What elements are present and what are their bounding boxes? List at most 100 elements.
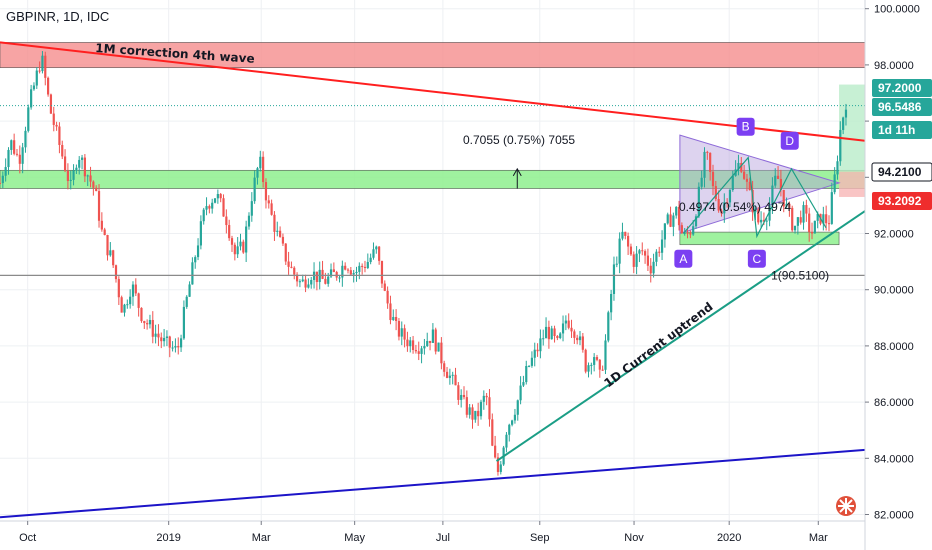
candle-body <box>216 194 219 199</box>
candle-body <box>369 257 372 263</box>
wave-point-label: B <box>742 120 750 134</box>
candle-body <box>140 307 143 322</box>
candle-body <box>420 348 423 354</box>
x-tick-label: Mar <box>809 532 828 544</box>
candle-body <box>508 424 511 435</box>
candle-body <box>267 200 270 204</box>
candle-body <box>785 203 788 207</box>
candle-body <box>366 262 369 269</box>
y-tick-label: 88.0000 <box>874 341 914 353</box>
candle-body <box>24 130 27 148</box>
candle-body <box>341 265 344 278</box>
candle-body <box>389 303 392 321</box>
candle-body <box>63 156 67 171</box>
candle-body <box>30 89 33 108</box>
candle-body <box>298 281 302 283</box>
candle-body <box>675 206 678 216</box>
candle-body <box>177 346 180 348</box>
candle-body <box>810 232 814 234</box>
wave-point-label: A <box>679 252 687 266</box>
candle-body <box>802 205 805 223</box>
candle-body <box>805 205 808 214</box>
candle-body <box>525 365 528 383</box>
candle-body <box>434 329 437 352</box>
candle-body <box>428 340 432 343</box>
price-tag <box>872 121 932 139</box>
y-tick-label: 86.0000 <box>874 397 914 409</box>
candle-body <box>27 107 30 131</box>
candle-body <box>808 213 811 233</box>
candle-body <box>598 359 601 370</box>
candle-body <box>454 374 457 386</box>
candle-body <box>593 357 596 365</box>
candle-body <box>327 276 330 284</box>
candle-body <box>78 159 81 168</box>
support-line-label: 1(90.5100) <box>771 268 829 282</box>
candle-body <box>740 162 743 172</box>
candle-body <box>457 385 460 400</box>
candle-body <box>822 214 825 224</box>
candle-body <box>836 161 839 175</box>
x-tick-label: 2020 <box>717 532 741 544</box>
candle-body <box>516 400 519 415</box>
red-zone <box>0 42 866 69</box>
candle-body <box>482 395 485 402</box>
price-tag-label: 97.2000 <box>878 81 922 95</box>
price-tag-label: 1d 11h <box>878 123 915 137</box>
flag-icon[interactable] <box>836 496 856 516</box>
zones <box>0 42 866 246</box>
candle-body <box>242 241 245 253</box>
candle-body <box>233 244 236 255</box>
candle-body <box>137 293 140 308</box>
candle-body <box>395 316 398 321</box>
candle-body <box>462 394 466 398</box>
candle-body <box>315 271 318 283</box>
candle-body <box>825 214 828 224</box>
candle-body <box>762 219 766 222</box>
candle-body <box>706 151 709 153</box>
y-tick-label: 82.0000 <box>874 510 914 522</box>
candle-body <box>72 170 75 180</box>
candle-body <box>358 265 361 272</box>
x-axis[interactable]: Oct 2019 Mar May Jul Sep Nov 2020 Mar <box>0 520 865 544</box>
candle-body <box>468 407 471 415</box>
candle-body <box>604 340 607 370</box>
candle-body <box>256 168 259 178</box>
candle-body <box>465 397 468 415</box>
candle-body <box>488 397 491 420</box>
candle-body <box>349 270 352 275</box>
candle-body <box>672 215 675 227</box>
candle-body <box>35 70 38 86</box>
candles <box>0 51 848 476</box>
candle-body <box>264 182 268 201</box>
candle-body <box>406 339 409 347</box>
candle-body <box>83 157 86 177</box>
y-tick-label: 100.0000 <box>874 4 920 16</box>
candle-body <box>230 238 234 245</box>
candle-body <box>290 266 293 268</box>
price-tag-label: 96.5486 <box>878 100 922 114</box>
candle-body <box>578 336 582 341</box>
candle-body <box>211 202 214 209</box>
candle-body <box>120 297 123 313</box>
candle-body <box>731 175 734 190</box>
drawings <box>0 41 866 519</box>
candle-body <box>332 269 335 273</box>
candle-body <box>160 337 163 342</box>
candle-body <box>771 185 774 206</box>
candle-body <box>284 243 287 262</box>
candle-body <box>199 221 202 246</box>
candle-body <box>765 220 768 222</box>
candle-body <box>658 251 661 253</box>
candle-body <box>842 117 845 130</box>
candle-body <box>378 246 381 261</box>
candle-body <box>32 85 36 90</box>
candle-body <box>737 162 740 170</box>
y-axis[interactable]: 82.0000 84.0000 86.0000 88.0000 90.0000 92.00… <box>864 0 920 550</box>
candle-body <box>245 226 248 253</box>
candle-body <box>527 365 531 367</box>
y-tick-label: 92.0000 <box>874 229 914 241</box>
candle-body <box>723 202 726 214</box>
candle-body <box>409 340 412 347</box>
